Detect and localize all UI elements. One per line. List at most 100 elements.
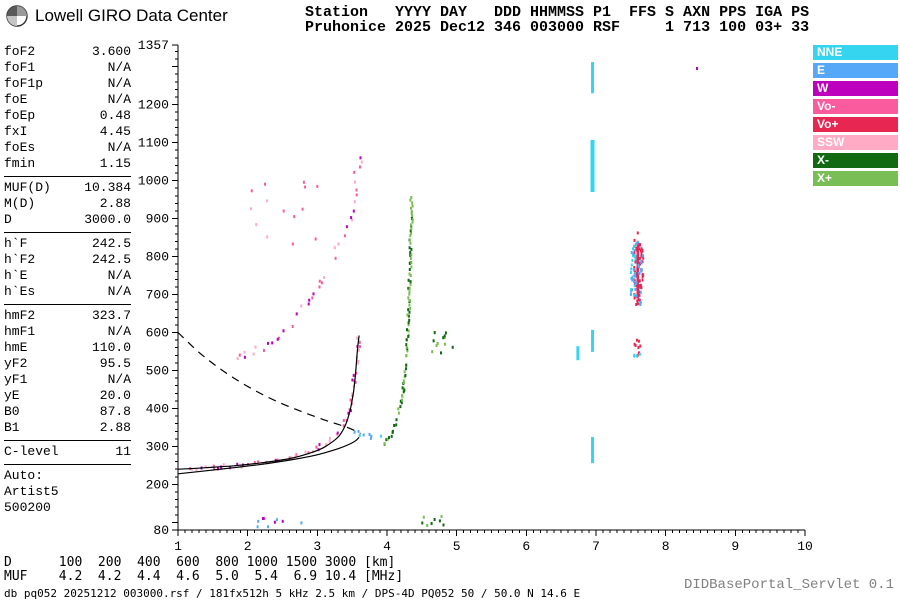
servlet-version-label: DIDBasePortal_Servlet 0.1 <box>683 577 894 593</box>
param-row: MUF(D) 10.384 <box>4 180 131 196</box>
param-label: D <box>4 212 12 227</box>
panel-divider <box>4 440 131 441</box>
legend-item-x: X- <box>813 153 898 168</box>
param-value: N/A <box>107 324 131 339</box>
param-row: h`Es N/A <box>4 284 131 300</box>
param-value: 242.5 <box>91 252 131 267</box>
param-label: h`Es <box>4 284 36 299</box>
param-label: foEs <box>4 140 36 155</box>
param-label: foF1 <box>4 60 36 75</box>
y-tick-label: 1357 <box>138 38 169 53</box>
panel-divider <box>4 232 131 233</box>
param-value: 3.600 <box>91 44 131 59</box>
param-label: B1 <box>4 420 20 435</box>
rfi-bar <box>576 346 580 361</box>
auto-info-row: Auto: <box>4 468 44 483</box>
param-value: N/A <box>107 268 131 283</box>
param-value: N/A <box>107 60 131 75</box>
param-row: hmF1 N/A <box>4 324 131 340</box>
x-tick-label: 4 <box>383 539 391 554</box>
param-row: hmF2 323.7 <box>4 308 131 324</box>
distance-row: D 100 200 400 600 800 1000 1500 3000 [km… <box>4 555 396 570</box>
param-label: yF1 <box>4 372 28 387</box>
x-tick-label: 10 <box>797 539 813 554</box>
x-tick-label: 1 <box>174 539 182 554</box>
param-value: 0.48 <box>99 108 131 123</box>
legend-item-vo: Vo- <box>813 99 898 114</box>
y-tick-label: 1000 <box>138 174 169 189</box>
param-row: B1 2.88 <box>4 420 131 436</box>
legend-item-vo: Vo+ <box>813 117 898 132</box>
param-label: fxI <box>4 124 28 139</box>
param-value: 95.5 <box>99 356 131 371</box>
y-tick-label: 200 <box>146 477 169 492</box>
muf-transmission-curve <box>177 332 361 435</box>
param-label: M(D) <box>4 196 36 211</box>
param-label: yF2 <box>4 356 28 371</box>
legend-item-ssw: SSW <box>813 135 898 150</box>
y-tick-label: 80 <box>153 523 169 538</box>
param-row: yF1 N/A <box>4 372 131 388</box>
param-value: 20.0 <box>99 388 131 403</box>
param-row: yF2 95.5 <box>4 356 131 372</box>
param-row: yE 20.0 <box>4 388 131 404</box>
param-row: foF1p N/A <box>4 76 131 92</box>
rfi-bar <box>591 436 595 464</box>
x-tick-label: 6 <box>522 539 530 554</box>
brand-title: Lowell GIRO Data Center <box>35 6 228 25</box>
param-label: foEp <box>4 108 36 123</box>
param-label: B0 <box>4 404 20 419</box>
station-header-row: Station YYYY DAY DDD HHMMSS P1 FFS S AXN… <box>305 4 810 21</box>
param-label: foE <box>4 92 28 107</box>
param-label: h`F2 <box>4 252 36 267</box>
param-value: 110.0 <box>91 340 131 355</box>
y-tick-label: 1200 <box>138 98 169 113</box>
param-label: yE <box>4 388 20 403</box>
x-tick-label: 8 <box>662 539 670 554</box>
param-row: B0 87.8 <box>4 404 131 420</box>
param-row: h`F 242.5 <box>4 236 131 252</box>
true-height-profile-curve <box>177 436 360 475</box>
param-label: hmE <box>4 340 28 355</box>
param-label: fmin <box>4 156 36 171</box>
parameter-panel: foF2 3.600 foF1 N/A foF1p N/A foE N/A foEp 0.48 fx… <box>4 44 131 516</box>
o-trace-fit-curve <box>177 335 360 470</box>
param-value: 1.15 <box>99 156 131 171</box>
param-value: N/A <box>107 140 131 155</box>
param-value: 2.88 <box>99 196 131 211</box>
param-value: N/A <box>107 92 131 107</box>
param-value: 3000.0 <box>84 212 131 227</box>
station-values-row: Pruhonice 2025 Dec12 346 003000 RSF 1 71… <box>305 19 810 36</box>
param-row: M(D) 2.88 <box>4 196 131 212</box>
param-label: foF2 <box>4 44 36 59</box>
param-label: hmF2 <box>4 308 36 323</box>
param-row: foF2 3.600 <box>4 44 131 60</box>
param-value: 323.7 <box>91 308 131 323</box>
param-value: 2.88 <box>99 420 131 435</box>
y-tick-label: 500 <box>146 363 169 378</box>
x-tick-label: 3 <box>313 539 321 554</box>
param-row: fmin 1.15 <box>4 156 131 172</box>
param-row: hmE 110.0 <box>4 340 131 356</box>
param-value: 11 <box>115 444 131 459</box>
x-tick-label: 2 <box>244 539 252 554</box>
legend-item-w: W <box>813 81 898 96</box>
brand-header: Lowell GIRO Data Center <box>6 5 228 27</box>
rfi-bar <box>591 62 595 94</box>
param-row: foEp 0.48 <box>4 108 131 124</box>
y-tick-label: 800 <box>146 250 169 265</box>
panel-divider <box>4 304 131 305</box>
auto-info-row: 500200 <box>4 500 51 515</box>
param-label: C-level <box>4 444 59 459</box>
rfi-bar <box>591 329 595 352</box>
y-tick-label: 400 <box>146 401 169 416</box>
y-tick-label: 300 <box>146 439 169 454</box>
record-info-footer: db pq052 20251212 003000.rsf / 181fx512h… <box>4 587 581 600</box>
auto-info-row: Artist5 <box>4 484 59 499</box>
param-value: N/A <box>107 76 131 91</box>
param-row: fxI 4.45 <box>4 124 131 140</box>
param-label: MUF(D) <box>4 180 51 195</box>
echo-direction-legend: NNE E W Vo- Vo+ SSW X- X+ <box>813 45 898 189</box>
panel-divider <box>4 464 131 465</box>
